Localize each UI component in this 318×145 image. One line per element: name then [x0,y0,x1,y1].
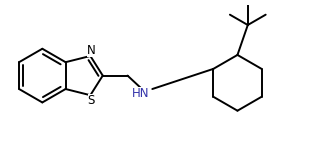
Text: S: S [88,94,95,107]
Text: N: N [87,44,96,57]
Text: HN: HN [132,87,150,100]
